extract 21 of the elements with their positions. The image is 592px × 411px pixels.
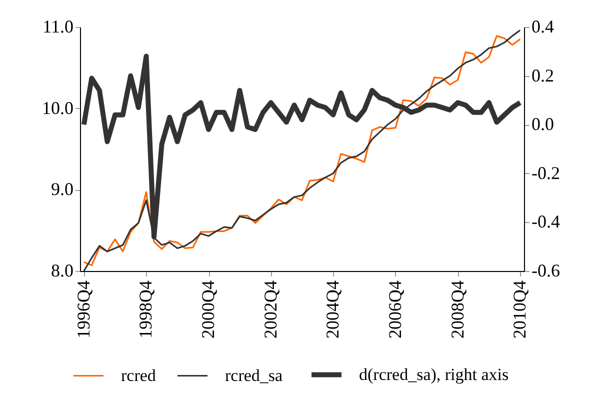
y-tick-label: 9.0 (51, 179, 74, 200)
x-tick-label: 2004Q4 (322, 280, 343, 338)
y2-tick-label: -0.2 (532, 162, 560, 183)
x-tick-label: 2006Q4 (384, 280, 405, 338)
y2-tick-label: 0.0 (532, 114, 554, 134)
y2-tick-label: -0.6 (532, 260, 560, 280)
y2-tick-label: -0.4 (532, 212, 560, 232)
legend-label: rcred (121, 366, 156, 385)
legend-label: rcred_sa (225, 366, 284, 385)
x-tick-label: 2000Q4 (198, 280, 218, 338)
x-tick-label: 2008Q4 (447, 280, 468, 338)
x-tick-label: 1996Q4 (73, 280, 94, 338)
y-tick-label: 11.0 (42, 16, 74, 36)
y2-tick-label: 0.4 (532, 16, 554, 36)
x-tick-label: 1998Q4 (136, 280, 156, 338)
y2-tick-label: 0.2 (532, 65, 554, 86)
x-tick-label: 2002Q4 (260, 280, 280, 338)
y-tick-label: 8.0 (51, 260, 74, 280)
y-tick-label: 10.0 (42, 98, 74, 118)
legend-label: d(rcred_sa), right axis (359, 364, 509, 384)
x-tick-label: 2010Q4 (510, 280, 530, 338)
